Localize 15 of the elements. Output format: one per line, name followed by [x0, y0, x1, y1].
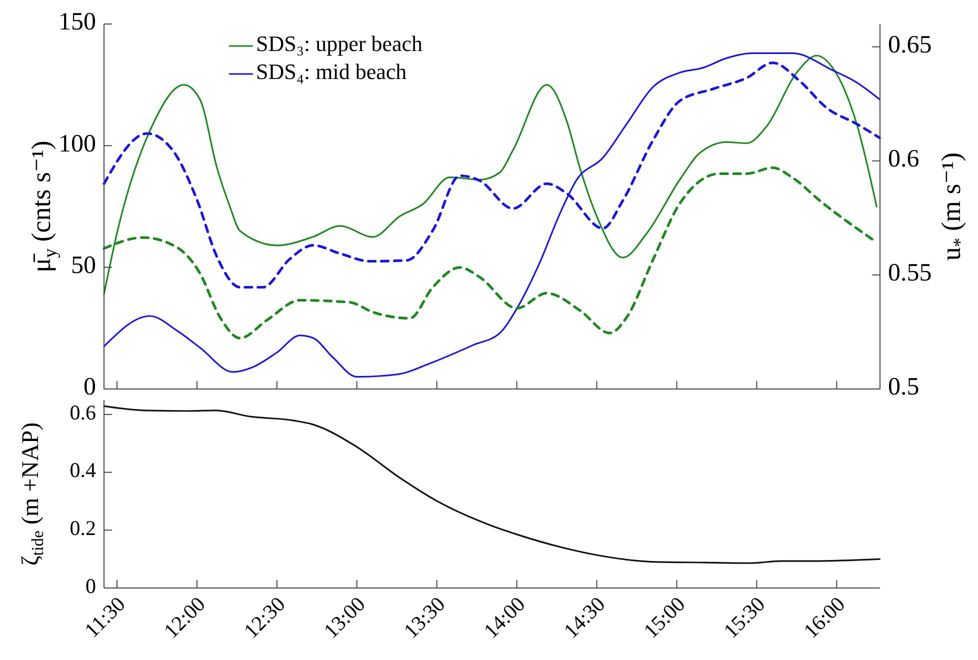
y-tick-label: 0 — [84, 374, 96, 401]
y-tick-label: 50 — [71, 252, 96, 280]
y-tick-label: 0.2 — [70, 516, 96, 540]
y-tick-label: 100 — [58, 130, 96, 158]
y-tick-label: 150 — [58, 8, 96, 36]
y-tick-label: 0.4 — [70, 458, 96, 482]
y-tick-label: 0.6 — [70, 400, 96, 424]
line-series — [103, 405, 880, 564]
legend-label: SDS₃: upper beach — [256, 31, 423, 56]
y2-tick-label: 0.5 — [888, 374, 920, 401]
y2-tick-label: 0.65 — [888, 32, 932, 59]
y-tick-label: 0 — [86, 574, 96, 598]
y2-tick-label: 0.6 — [888, 146, 920, 173]
legend-label: SDS₄: mid beach — [256, 59, 407, 84]
y2-tick-label: 0.55 — [888, 260, 932, 287]
